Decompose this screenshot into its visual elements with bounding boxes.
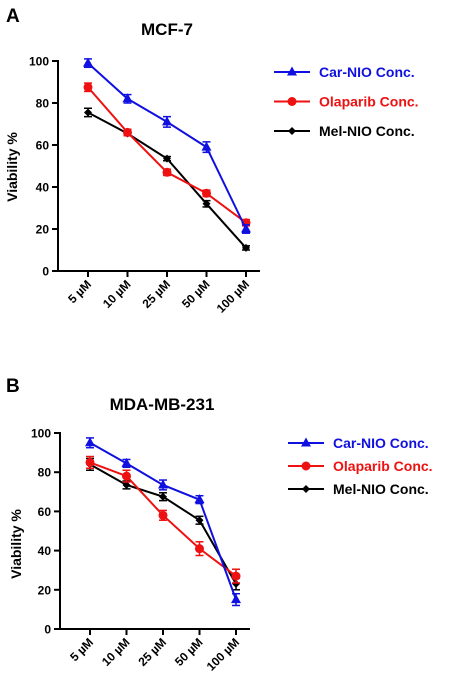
panel-a-plot: 0 20 40 60 80 100 5 µM 10 µM 25 µM 50 µM 100 µM <box>29 55 260 316</box>
data-point <box>242 243 250 252</box>
x-tick-label: 10 µM <box>100 277 134 311</box>
y-tick-label: 80 <box>36 97 50 111</box>
legend-label: Olaparib Conc. <box>319 94 419 110</box>
data-point <box>194 494 205 504</box>
panel-b-legend: Car-NIO Conc. Olaparib Conc. Mel-NIO Conc. <box>288 435 433 497</box>
legend-item: Olaparib Conc. <box>274 94 419 110</box>
y-tick-label: 40 <box>36 181 50 195</box>
data-point <box>241 223 251 233</box>
y-tick-label: 80 <box>38 466 52 480</box>
data-point <box>122 480 131 489</box>
y-tick-label: 0 <box>42 265 49 279</box>
data-point <box>162 167 172 177</box>
data-point <box>83 57 93 67</box>
data-point <box>84 108 92 117</box>
legend-label: Car-NIO Conc. <box>333 435 429 451</box>
x-tick-label: 100 µM <box>214 277 252 315</box>
x-tick-label: 5 µM <box>67 635 96 664</box>
panel-a-title: MCF-7 <box>141 20 193 39</box>
x-tick-label: 25 µM <box>135 635 169 669</box>
legend-marker <box>287 97 297 106</box>
legend-marker <box>301 437 311 447</box>
series-circle <box>83 82 251 228</box>
panel-b-letter: B <box>6 376 20 397</box>
y-tick-label: 40 <box>38 544 52 558</box>
data-point <box>122 471 131 481</box>
series-diamond <box>86 457 240 591</box>
data-point <box>201 141 212 151</box>
series-triangle <box>83 57 251 234</box>
x-tick-label: 50 µM <box>172 635 206 669</box>
y-tick-label: 20 <box>38 583 52 597</box>
data-point <box>162 116 172 126</box>
legend-item: Car-NIO Conc. <box>288 435 429 451</box>
legend-label: Mel-NIO Conc. <box>319 123 415 139</box>
data-point <box>83 82 93 92</box>
legend-marker <box>288 127 296 135</box>
y-tick-label: 60 <box>38 505 52 519</box>
data-point <box>159 492 167 501</box>
x-tick-label: 25 µM <box>139 277 173 311</box>
data-point <box>158 510 168 520</box>
data-point <box>163 154 171 163</box>
legend-label: Car-NIO Conc. <box>319 64 415 80</box>
data-point <box>231 571 241 581</box>
panel-a-legend: Car-NIO Conc. Olaparib Conc. Mel-NIO Conc. <box>274 64 419 139</box>
data-point <box>123 127 132 137</box>
legend-item: Mel-NIO Conc. <box>288 481 429 497</box>
panel-a-ylabel: Viability % <box>4 132 20 202</box>
panel-b-ylabel: Viability % <box>8 509 24 579</box>
series-diamond <box>84 107 250 252</box>
panel-b-title: MDA-MB-231 <box>110 395 215 414</box>
x-tick-label: 5 µM <box>65 277 94 306</box>
data-point <box>85 457 95 467</box>
x-tick-label: 10 µM <box>99 635 133 669</box>
data-point <box>85 437 95 447</box>
y-tick-label: 20 <box>36 223 50 237</box>
data-point <box>232 579 240 588</box>
panel-a-letter: A <box>6 6 20 27</box>
data-point <box>195 516 204 525</box>
data-point <box>231 594 241 604</box>
legend-item: Olaparib Conc. <box>288 458 433 474</box>
data-point <box>158 479 168 489</box>
series-triangle <box>85 437 241 607</box>
legend-marker <box>287 66 297 76</box>
x-tick-label: 50 µM <box>179 277 213 311</box>
y-tick-label: 100 <box>31 427 51 441</box>
data-point <box>202 199 211 208</box>
y-tick-label: 100 <box>29 55 49 69</box>
legend-marker <box>302 485 310 493</box>
x-tick-label: 100 µM <box>204 635 242 673</box>
series-circle <box>85 455 241 584</box>
data-point <box>202 188 211 198</box>
legend-item: Mel-NIO Conc. <box>274 123 415 139</box>
data-point <box>122 93 133 103</box>
data-point <box>121 457 132 467</box>
legend-marker <box>301 461 311 471</box>
y-tick-label: 0 <box>44 623 51 637</box>
legend-label: Mel-NIO Conc. <box>333 481 429 497</box>
legend-item: Car-NIO Conc. <box>274 64 415 80</box>
data-point <box>195 544 204 554</box>
y-tick-label: 60 <box>36 139 50 153</box>
series-line <box>89 441 237 600</box>
legend-label: Olaparib Conc. <box>333 458 433 474</box>
